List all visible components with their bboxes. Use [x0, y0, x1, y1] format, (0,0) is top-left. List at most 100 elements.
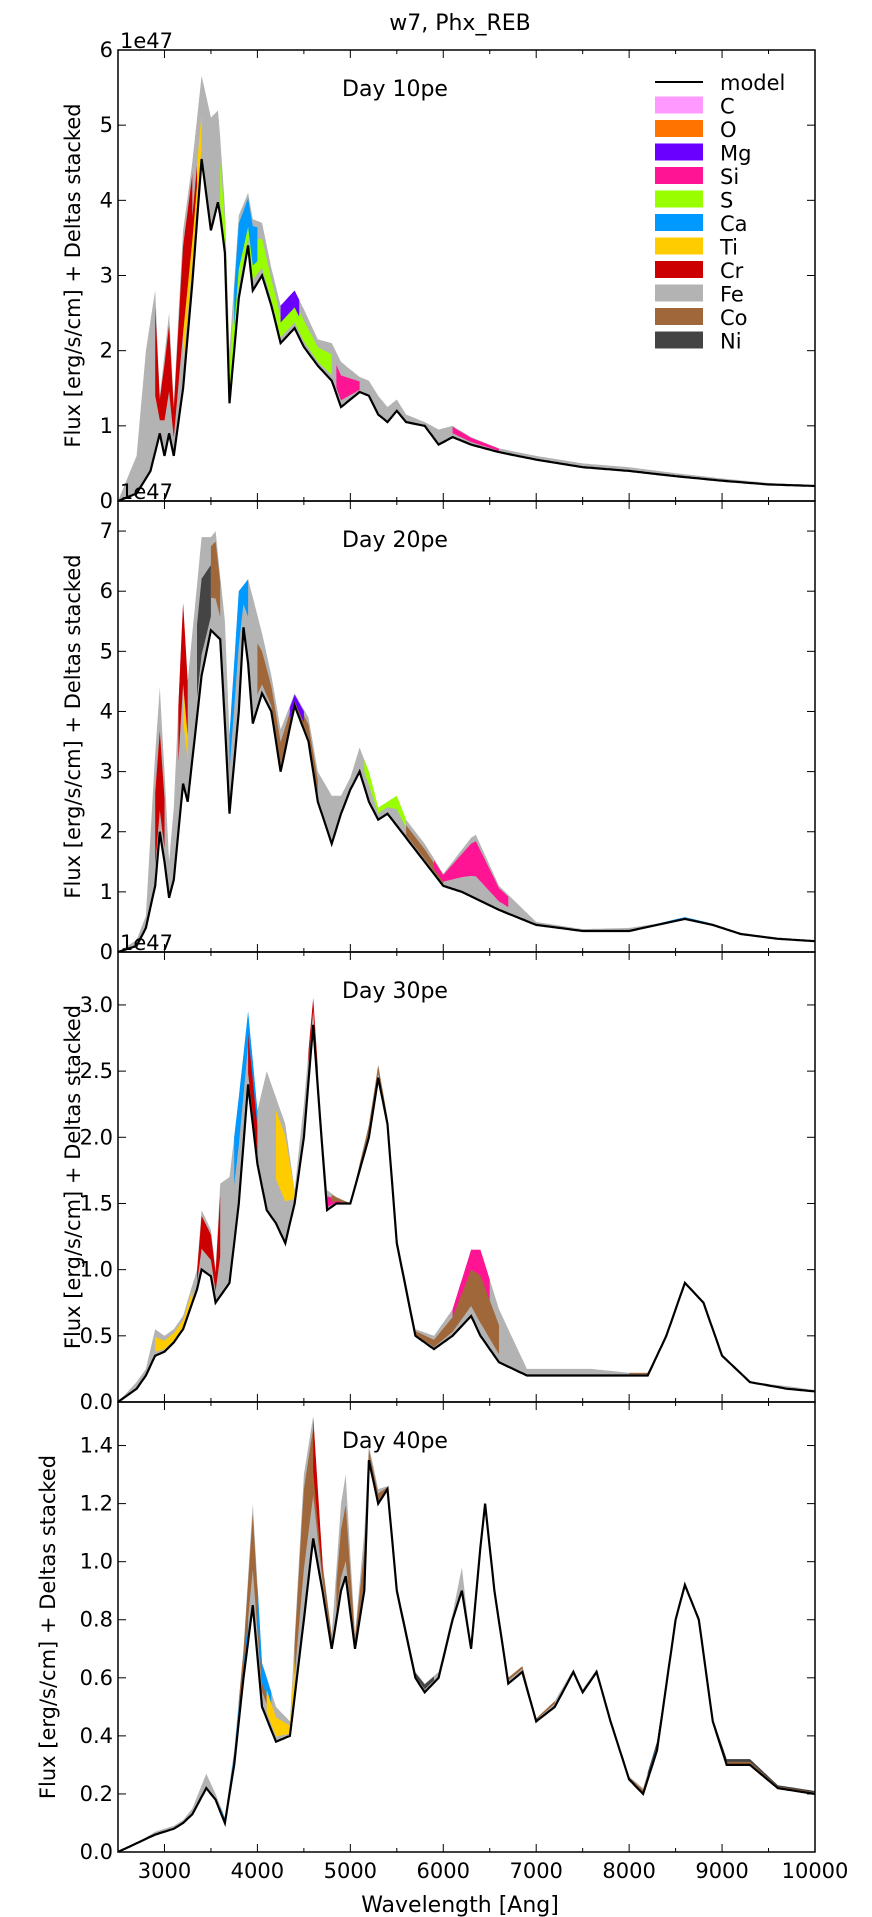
panel-title: Day 10pe — [342, 77, 448, 102]
legend-label-Ni: Ni — [720, 330, 742, 354]
area-Co — [610, 1584, 815, 1794]
plot-area-2 — [118, 531, 815, 952]
area-Si — [452, 1249, 490, 1322]
area-Ti — [266, 1656, 295, 1737]
panel-title: Day 20pe — [342, 528, 448, 553]
y-tick-label: 1.2 — [80, 1492, 113, 1516]
area-Cr — [197, 1194, 221, 1292]
plot-area-4 — [118, 1416, 815, 1852]
y-tick-label: 1.5 — [80, 1191, 113, 1215]
model-line — [118, 627, 815, 952]
area-Ca — [647, 1584, 723, 1777]
area-Co — [336, 1449, 388, 1647]
area-Fe — [192, 76, 221, 217]
figure-title: w7, Phx_REB — [389, 11, 531, 36]
y-tick-label: 2.0 — [80, 1125, 113, 1149]
panel-title: Day 30pe — [342, 979, 448, 1004]
area-Co — [238, 1513, 267, 1714]
panel-4: 0.0 0.2 0.4 0.6 0.8 1.0 1.2 1.4 Day 40pe Flux [er… — [36, 1401, 849, 1883]
y-tick-label: 1.4 — [80, 1434, 113, 1458]
legend-label-Cr: Cr — [720, 259, 744, 283]
legend-swatch-Ca — [655, 214, 703, 231]
area-Si — [336, 364, 360, 401]
model-line — [118, 1024, 815, 1402]
area-Cr — [155, 730, 165, 866]
area-Si — [452, 427, 499, 451]
y-axis-label: Flux [erg/s/cm] + Deltas stacked — [61, 103, 85, 447]
area-Ca — [229, 579, 249, 771]
legend-label-Mg: Mg — [720, 142, 751, 166]
y-tick-label: 0.2 — [80, 1782, 113, 1806]
legend-swatch-S — [655, 190, 703, 208]
panel-3: 0.0 0.5 1.0 1.5 2.0 2.5 3.0 Day 30pe 1e47 Flux [e… — [61, 931, 816, 1414]
y-tick-label: 2 — [100, 820, 113, 844]
x-tick-label: 4000 — [231, 1859, 284, 1883]
legend-label-model: model — [720, 71, 785, 95]
y-tick-label: 5 — [100, 113, 113, 137]
legend-label-Ca: Ca — [720, 212, 748, 236]
y-tick-label: 1 — [100, 414, 113, 438]
area-Cr — [308, 998, 318, 1077]
y-tick-label: 1 — [100, 880, 113, 904]
legend-label-Si: Si — [720, 165, 739, 189]
plot-area-3 — [118, 998, 815, 1402]
axes-frame — [117, 951, 816, 1403]
legend-swatch-Ni — [655, 331, 703, 349]
legend-swatch-Si — [655, 167, 703, 184]
x-tick-label: 8000 — [602, 1859, 655, 1883]
legend-label-Co: Co — [720, 306, 748, 330]
area-Co — [406, 1269, 499, 1355]
scale-label: 1e47 — [120, 931, 173, 955]
y-tick-label: 0.6 — [80, 1666, 113, 1690]
panel-2: 0 1 2 3 4 5 6 7 Day 20pe 1e47 Flux [erg/s/cm] + De… — [61, 480, 816, 964]
y-tick-label: 4 — [100, 699, 113, 723]
area-Ca — [657, 1282, 723, 1356]
y-tick-label: 0.0 — [80, 1840, 113, 1864]
legend-swatch-Co — [655, 308, 703, 325]
y-tick-label: 0.4 — [80, 1724, 113, 1748]
y-tick-label: 2.5 — [80, 1059, 113, 1083]
area-Fe — [118, 998, 815, 1402]
area-Ni — [197, 565, 211, 698]
area-Fe — [118, 531, 815, 952]
y-tick-label: 3 — [100, 264, 113, 288]
area-Cr — [178, 603, 188, 763]
area-Ni — [647, 1584, 815, 1793]
y-tick-label: 3 — [100, 760, 113, 784]
axes-frame — [117, 49, 816, 502]
panels-group: 0 1 2 3 4 5 6 Day 10pe 1e47 Flux [erg/s/cm] + Del… — [36, 29, 848, 1883]
area-Mg — [280, 290, 300, 323]
x-tick-label: 10000 — [782, 1859, 849, 1883]
scale-label: 1e47 — [120, 480, 173, 504]
y-tick-label: 0.5 — [80, 1324, 113, 1348]
y-tick-label: 6 — [100, 579, 113, 603]
x-axis-label: Wavelength [Ang] — [361, 1893, 559, 1917]
legend-label-S: S — [720, 189, 733, 213]
area-Mg — [289, 694, 304, 723]
area-S — [364, 759, 407, 828]
model-line — [118, 158, 815, 501]
y-tick-label: 6 — [100, 38, 113, 62]
y-tick-label: 0.0 — [80, 1390, 113, 1414]
x-tick-label: 6000 — [417, 1859, 470, 1883]
x-tick-label: 7000 — [509, 1859, 562, 1883]
area-Co — [257, 643, 318, 798]
area-Ni — [401, 1607, 434, 1690]
area-Cr — [155, 129, 197, 438]
area-Co — [210, 541, 221, 618]
y-tick-label: 4 — [100, 188, 113, 212]
legend-swatch-Mg — [655, 143, 703, 161]
legend-swatch-O — [655, 120, 703, 137]
area-Cr — [313, 1416, 323, 1575]
x-tick-label: 5000 — [324, 1859, 377, 1883]
y-tick-label: 1.0 — [80, 1550, 113, 1574]
legend-label-O: O — [720, 118, 737, 142]
panel-1: 0 1 2 3 4 5 6 Day 10pe 1e47 Flux [erg/s/cm] + Del… — [61, 29, 816, 513]
legend-swatch-Ti — [655, 237, 703, 255]
y-axis-label: Flux [erg/s/cm] + Deltas stacked — [61, 554, 85, 898]
legend-swatch-C — [655, 96, 703, 114]
legend-swatch-Fe — [655, 284, 703, 302]
x-tick-label: 3000 — [138, 1859, 191, 1883]
